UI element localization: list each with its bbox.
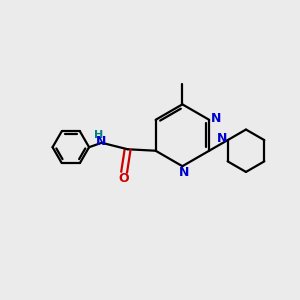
Text: N: N (96, 135, 106, 148)
Text: N: N (211, 112, 221, 125)
Text: N: N (217, 132, 227, 145)
Text: H: H (94, 130, 104, 140)
Text: O: O (119, 172, 129, 185)
Text: N: N (179, 166, 189, 179)
